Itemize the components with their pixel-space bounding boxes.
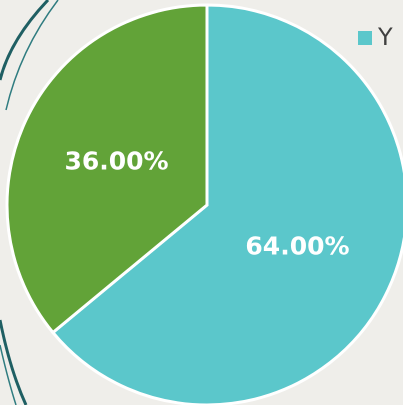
value-labels: 64.00% 36.00% bbox=[64, 146, 349, 260]
legend-swatch bbox=[358, 31, 372, 45]
decor-line bbox=[0, 344, 17, 405]
value-label: 64.00% bbox=[245, 232, 349, 261]
decor-line bbox=[5, 0, 59, 111]
pie-slice bbox=[50, 3, 403, 405]
decor-line bbox=[0, 0, 50, 81]
decor-line bbox=[0, 319, 28, 405]
pie bbox=[5, 3, 403, 405]
legend-label: Y bbox=[377, 23, 393, 51]
legend: Y bbox=[358, 23, 393, 51]
pie-slice bbox=[5, 3, 209, 335]
value-label: 36.00% bbox=[64, 146, 168, 175]
